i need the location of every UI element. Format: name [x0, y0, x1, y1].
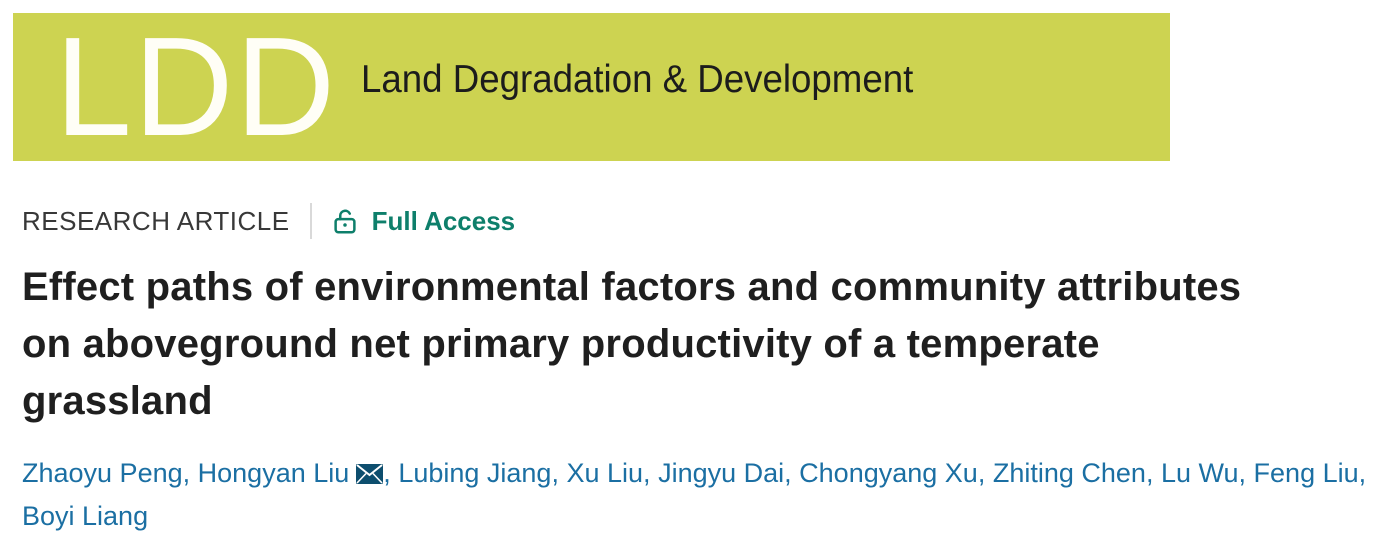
article-title-line: Effect paths of environmental factors an…: [22, 265, 1242, 309]
email-envelope-icon[interactable]: [356, 464, 384, 484]
author-link[interactable]: Chongyang Xu: [799, 458, 985, 488]
author-link[interactable]: Hongyan Liu: [198, 458, 391, 488]
author-name: Zhiting Chen: [992, 458, 1146, 488]
author-name: Lubing Jiang: [398, 458, 552, 488]
author-link[interactable]: Lubing Jiang: [398, 458, 559, 488]
author-name: Feng Liu: [1253, 458, 1359, 488]
article-type-label: RESEARCH ARTICLE: [22, 205, 290, 236]
author-link[interactable]: Feng Liu: [1254, 458, 1367, 488]
journal-banner[interactable]: LDD Land Degradation & Development: [13, 13, 1170, 161]
author-name: Boyi Liang: [22, 501, 149, 531]
journal-name: Land Degradation & Development: [361, 58, 914, 101]
meta-divider: [309, 203, 312, 239]
author-list: Zhaoyu Peng Hongyan Liu Lubing Jiang Xu …: [22, 452, 1367, 533]
author-link[interactable]: Jingyu Dai: [658, 458, 792, 488]
author-link[interactable]: Xu Liu: [566, 458, 650, 488]
author-name: Hongyan Liu: [197, 458, 350, 488]
author-name: Jingyu Dai: [658, 458, 785, 488]
article-title-line: grassland: [22, 379, 213, 423]
article-title-line: on aboveground net primary productivity …: [22, 322, 1100, 366]
access-badge: Full Access: [330, 205, 516, 237]
author-link[interactable]: Boyi Liang: [22, 501, 148, 531]
article-meta-row: RESEARCH ARTICLE Full Access: [22, 203, 1387, 239]
author-name: Lu Wu: [1160, 458, 1239, 488]
author-link[interactable]: Lu Wu: [1161, 458, 1246, 488]
author-name: Chongyang Xu: [799, 458, 978, 488]
author-name: Zhaoyu Peng: [22, 458, 183, 488]
article-title: Effect paths of environmental factors an…: [22, 259, 1372, 430]
author-link[interactable]: Zhiting Chen: [993, 458, 1154, 488]
journal-logo: LDD: [55, 13, 338, 161]
author-link[interactable]: Zhaoyu Peng: [22, 458, 190, 488]
unlock-icon: [330, 206, 360, 236]
access-label: Full Access: [371, 205, 516, 236]
author-name: Xu Liu: [566, 458, 644, 488]
